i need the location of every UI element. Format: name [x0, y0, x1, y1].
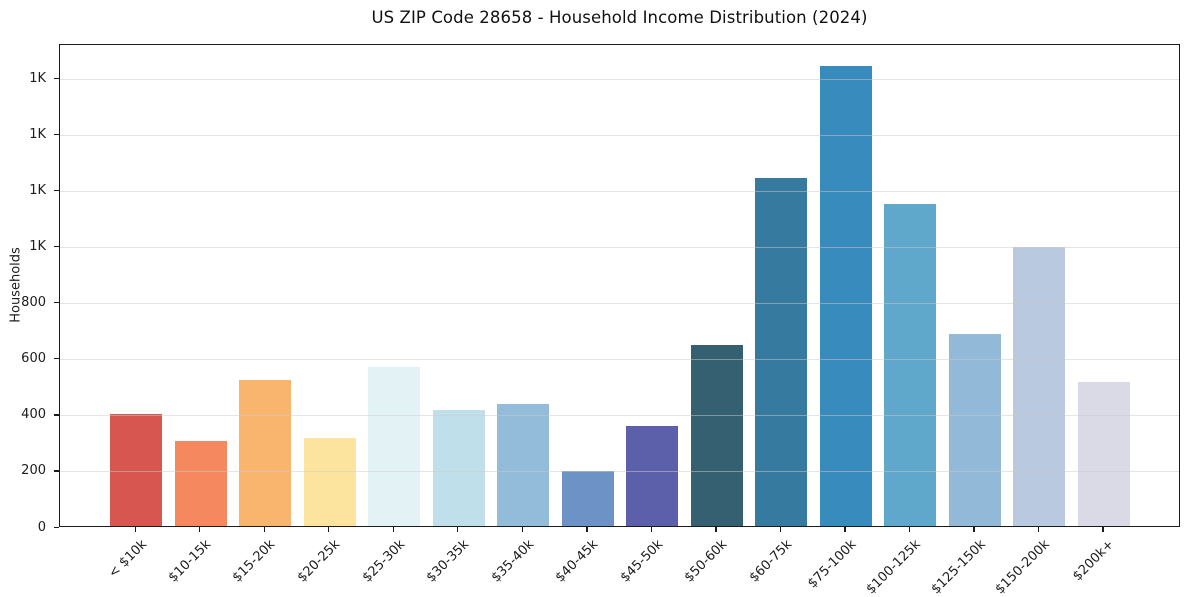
y-tick-label: 0 [37, 519, 46, 535]
gridline-1000 [60, 247, 1179, 249]
x-tick-mark [1037, 527, 1040, 532]
x-tick-mark [263, 527, 265, 532]
x-tick-mark [650, 527, 653, 532]
bar-20-25k [303, 438, 356, 526]
bar-45-50k [626, 426, 679, 526]
x-tick-mark [199, 527, 201, 532]
y-tick-label: 200 [21, 463, 46, 479]
x-tick-label: $200k+ [1070, 537, 1118, 585]
x-tick-label: $30-35k [423, 537, 473, 586]
y-tick-label: 400 [21, 407, 46, 423]
y-tick-label: 600 [21, 351, 46, 367]
gridline-1200 [60, 191, 1179, 193]
y-tick-label: 800 [21, 295, 46, 311]
gridline-400 [60, 415, 1179, 417]
gridline-800 [60, 303, 1179, 305]
x-tick-label: $50-60k [681, 537, 731, 586]
x-tick-label: < $10k [105, 537, 150, 582]
x-tick-label: $15-20k [230, 537, 279, 586]
x-tick-label: $45-50k [617, 537, 666, 586]
x-tick-mark [521, 527, 523, 532]
bar-25-30k [368, 366, 421, 526]
y-tick-label: 1K [29, 239, 46, 255]
y-tick-mark [54, 470, 59, 472]
x-tick-mark [1102, 527, 1104, 532]
x-tick-label: $20-25k [294, 537, 344, 586]
y-tick-mark [54, 77, 59, 80]
bar-125-150k [948, 333, 1001, 526]
x-tick-label: $35-40k [488, 537, 537, 586]
y-tick-mark [54, 526, 59, 528]
plot-area [59, 44, 1180, 527]
bar-30-35k [432, 410, 485, 526]
bar-40-45k [561, 470, 614, 526]
chart-title: US ZIP Code 28658 - Household Income Dis… [371, 8, 868, 27]
y-tick-mark [54, 358, 59, 360]
y-tick-label: 1K [29, 70, 46, 86]
bar-35-40k [497, 404, 550, 526]
x-tick-mark [779, 527, 782, 532]
gridline-1400 [60, 135, 1179, 137]
x-tick-mark [457, 527, 459, 532]
x-tick-mark [973, 527, 975, 532]
x-tick-mark [715, 527, 717, 532]
x-tick-label: $60-75k [746, 537, 795, 586]
bar-200k [1077, 381, 1130, 526]
bar-150-200k [1013, 247, 1066, 526]
bar-75-100k [819, 66, 872, 526]
bar-10k [110, 413, 162, 526]
gridline-200 [60, 471, 1179, 473]
bar-15-20k [239, 380, 292, 526]
x-tick-mark [328, 527, 330, 532]
y-tick-mark [54, 302, 59, 304]
x-tick-mark [134, 527, 136, 532]
x-tick-label: $25-30k [359, 537, 408, 586]
gridline-1600 [60, 78, 1179, 80]
x-tick-label: $100-125k [863, 537, 924, 597]
x-tick-label: $40-45k [552, 537, 602, 586]
gridline-600 [60, 359, 1179, 361]
y-tick-mark [54, 190, 59, 192]
x-tick-label: $150-200k [992, 537, 1054, 597]
bar-100-125k [884, 204, 937, 526]
x-tick-label: $125-150k [928, 537, 989, 597]
y-tick-mark [54, 246, 59, 248]
y-tick-mark [54, 134, 59, 136]
y-tick-mark [54, 414, 59, 416]
bar-60-75k [755, 178, 808, 526]
x-tick-mark [908, 527, 911, 532]
bar-50-60k [690, 344, 743, 526]
y-axis-title: Households [8, 247, 24, 323]
x-tick-label: $75-100k [805, 537, 860, 592]
y-tick-label: 1K [29, 127, 46, 143]
x-tick-mark [586, 527, 588, 532]
x-tick-label: $10-15k [165, 537, 215, 586]
x-tick-mark [844, 527, 846, 532]
bar-10-15k [174, 441, 227, 526]
x-tick-mark [392, 527, 394, 532]
y-tick-label: 1K [29, 183, 46, 199]
